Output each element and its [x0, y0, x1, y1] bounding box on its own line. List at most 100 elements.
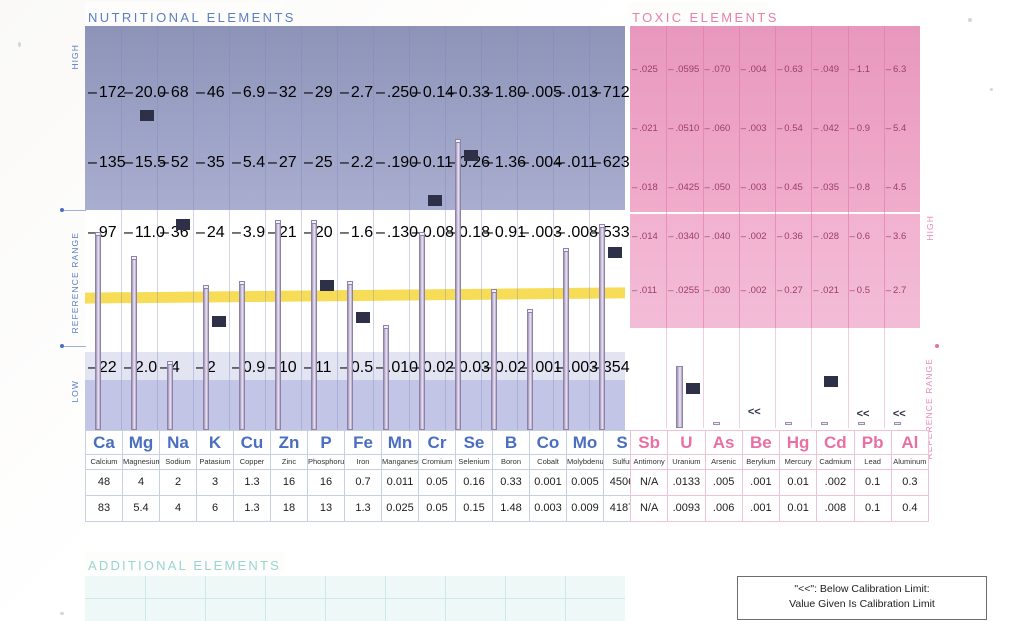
element-symbol: Se	[455, 430, 493, 455]
scan-speck	[18, 42, 21, 47]
scale-value: –11	[304, 359, 332, 376]
element-value: 0.15	[455, 495, 493, 522]
toxic-scale-value: – .060	[704, 123, 731, 134]
element-value: 0.16	[455, 469, 493, 496]
scale-value: –0.02	[412, 359, 455, 376]
element-value: 0.003	[529, 495, 567, 522]
name-row: Antimony Uranium Arsenic Berylium Mercury Cad…	[629, 454, 930, 470]
scale-value: –20.0	[124, 84, 167, 101]
scale-value: – .003	[556, 359, 599, 376]
element-value: 0.3	[890, 469, 930, 496]
axis-label-low: LOW	[70, 380, 80, 403]
nutritional-high-zone	[85, 26, 625, 210]
below-calibration-marker: <<	[892, 408, 906, 420]
toxic-reference-range-dot	[935, 344, 939, 348]
element-bar-cap	[167, 361, 173, 365]
element-value: 5.4	[122, 495, 160, 522]
toxic-scale-value: – .003	[740, 182, 767, 193]
element-name: Zinc	[270, 454, 308, 470]
previous-result-marker	[140, 110, 154, 121]
element-value: 1.3	[233, 495, 271, 522]
nutritional-chart-panel: –172–20.0–68–46–6.9–32–29–2.7– .250–0.14–…	[85, 26, 639, 445]
element-value: 16	[307, 469, 345, 496]
element-value: 0.33	[492, 469, 530, 496]
scale-value: –29	[304, 84, 333, 101]
element-bar-cap	[455, 139, 461, 143]
element-value: 4	[159, 495, 197, 522]
element-value: 0.009	[566, 495, 604, 522]
toxic-scale-value: – .004	[740, 64, 767, 75]
scale-value: –24	[196, 224, 225, 241]
toxic-scale-value: –1.1	[849, 64, 871, 75]
element-name: Aluminum	[890, 454, 930, 470]
toxic-scale-value: –0.5	[849, 285, 871, 296]
element-bar-cap	[347, 281, 353, 285]
element-name: Mercury	[778, 454, 818, 470]
previous-result-marker	[176, 219, 190, 230]
scale-value: –0.91	[484, 224, 527, 241]
element-symbol: Cd	[816, 430, 855, 455]
toxic-previous-result-marker	[824, 376, 839, 387]
scale-value: –0.03	[448, 359, 491, 376]
scale-value: – .003	[520, 224, 563, 241]
toxic-scale-value: –0.9	[849, 123, 871, 134]
scale-value: –25	[304, 154, 333, 171]
element-value: 0.011	[381, 469, 419, 496]
element-bar-cap	[275, 220, 281, 224]
element-value: 4	[122, 469, 160, 496]
toxic-scale-value: – .040	[704, 231, 731, 242]
element-name: Antimony	[629, 454, 669, 470]
element-name: Calcium	[85, 454, 123, 470]
symbol-row: Sb U As Be Hg Cd Pb Al	[629, 430, 930, 455]
element-bar	[527, 309, 533, 430]
element-symbol: Hg	[778, 430, 818, 455]
element-value: N/A	[629, 495, 669, 522]
reference-range-top-rule	[64, 210, 86, 211]
table-row: 83 5.4 4 6 1.3 18 13 1.3 0.025 0.05 0.15 1.48 0.003 0…	[85, 495, 641, 522]
toxic-scale-value: –4.5	[885, 182, 907, 193]
scale-value: –1.6	[340, 224, 374, 241]
scale-value: –3546	[592, 359, 639, 376]
element-bar-cap	[203, 285, 209, 289]
previous-result-marker	[356, 312, 370, 323]
toxic-scale-value: –0.8	[849, 182, 871, 193]
toxic-scale-value: – .070	[704, 64, 731, 75]
element-symbol: Co	[529, 430, 567, 455]
scale-value: –2.2	[340, 154, 374, 171]
table-row: N/A .0133.005.001 0.01.002 0.1 0.3	[629, 469, 930, 496]
scale-value: – .190	[376, 154, 419, 171]
element-name: Arsenic	[704, 454, 743, 470]
nutritional-elements-title: NUTRITIONAL ELEMENTS	[88, 10, 296, 25]
scale-value: –5.4	[232, 154, 266, 171]
element-symbol: Cr	[418, 430, 456, 455]
toxic-lower-plot: << << <<	[630, 328, 920, 428]
toxic-scale-value: – .025	[632, 64, 658, 75]
scale-value: –68	[160, 84, 189, 101]
toxic-scale-value: – .0510	[668, 123, 700, 134]
element-value: .005	[704, 469, 743, 496]
scale-value: – .008	[556, 224, 599, 241]
element-value: 13	[307, 495, 345, 522]
element-name: Phosphorus	[307, 454, 345, 470]
toxic-scale-value: –0.45	[777, 182, 803, 193]
element-bar-cap	[527, 309, 533, 313]
scale-value: –2	[196, 359, 216, 376]
element-symbol: B	[492, 430, 530, 455]
element-bar-cap	[419, 232, 425, 236]
scale-value: –0.08	[412, 224, 455, 241]
element-bar	[563, 248, 569, 430]
element-value: 16	[270, 469, 308, 496]
element-name: Cobalt	[529, 454, 567, 470]
toxic-scale-value: –.014	[632, 231, 658, 242]
element-bar	[95, 232, 101, 430]
toxic-scale-value: – .003	[740, 123, 767, 134]
toxic-scale-value: – .0425	[668, 182, 700, 193]
previous-result-marker	[428, 195, 442, 206]
element-symbol: Fe	[344, 430, 382, 455]
element-value: .006	[704, 495, 743, 522]
element-symbol: Mo	[566, 430, 604, 455]
scale-value: –0.11	[412, 154, 453, 171]
toxic-element-bar-stub	[821, 422, 829, 425]
element-value: 0.05	[418, 495, 456, 522]
element-bar	[347, 281, 353, 430]
